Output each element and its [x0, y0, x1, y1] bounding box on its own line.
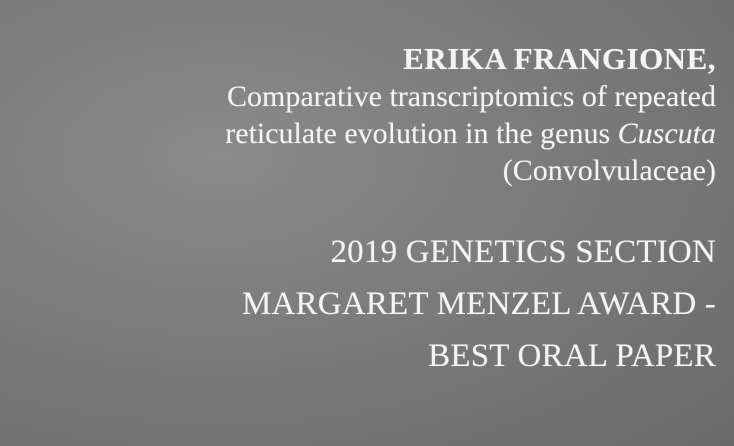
- award-text: 2019 GENETICS SECTION MARGARET MENZEL AW…: [225, 226, 716, 382]
- paper-title-line-2-text: reticulate evolution in the genus: [225, 117, 618, 150]
- paper-title-line-1: Comparative transcriptomics of repeated: [227, 80, 716, 113]
- award-line-2: MARGARET MENZEL AWARD -: [241, 286, 716, 322]
- genus-name: Cuscuta: [617, 117, 716, 150]
- paper-title: Comparative transcriptomics of repeated …: [225, 78, 716, 189]
- paper-title-line-3: (Convolvulaceae): [502, 154, 716, 187]
- paper-title-line-2: reticulate evolution in the genus Cuscut…: [225, 115, 716, 152]
- author-name: ERIKA FRANGIONE,: [403, 41, 716, 76]
- award-line-1: 2019 GENETICS SECTION: [330, 234, 716, 270]
- slide-text-block: ERIKA FRANGIONE, Comparative transcripto…: [225, 40, 716, 382]
- award-line-3: BEST ORAL PAPER: [428, 338, 716, 374]
